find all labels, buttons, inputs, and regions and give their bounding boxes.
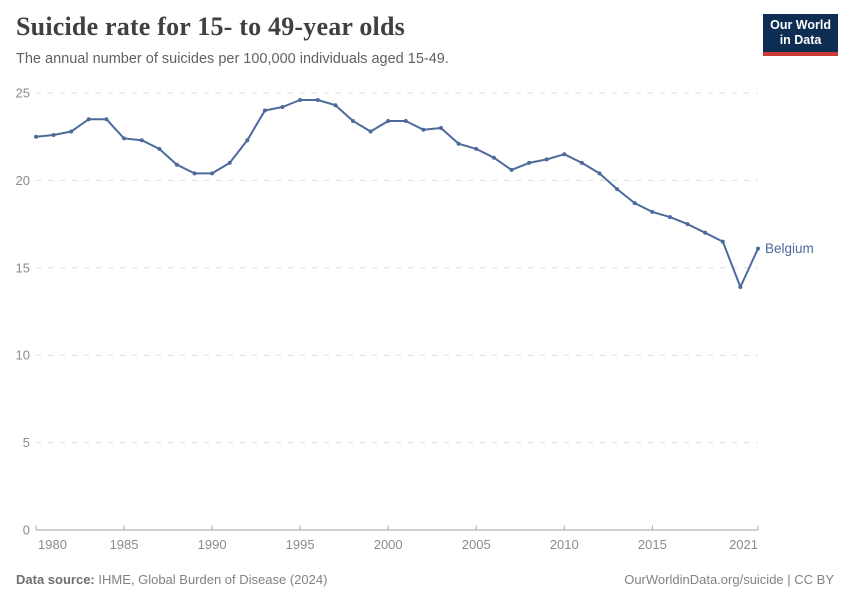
data-point-2018 (703, 230, 708, 235)
data-point-2003 (439, 126, 443, 130)
y-axis-label-0: 0 (23, 523, 30, 538)
y-axis-label-20: 20 (16, 173, 30, 188)
data-point-1992 (245, 138, 250, 143)
data-point-2015 (650, 209, 655, 214)
data-source: Data source: IHME, Global Burden of Dise… (16, 572, 327, 587)
data-point-2012 (597, 171, 602, 176)
y-axis-label-25: 25 (16, 86, 30, 101)
data-point-2016 (668, 215, 672, 220)
data-point-2020 (738, 285, 743, 289)
data-point-2019 (720, 239, 725, 244)
series-line-belgium[interactable] (35, 99, 759, 288)
data-point-1990 (210, 171, 215, 176)
x-axis-label-2010: 2010 (550, 537, 579, 552)
x-axis-label-2021: 2021 (729, 537, 758, 552)
y-axis-label-5: 5 (23, 435, 30, 450)
data-point-1995 (298, 98, 303, 102)
data-point-1988 (174, 162, 179, 167)
data-point-1982 (69, 129, 74, 134)
footer-link[interactable]: OurWorldinData.org/suicide | CC BY (624, 572, 834, 587)
series-label-belgium[interactable]: Belgium (765, 241, 814, 256)
data-point-1994 (280, 105, 285, 109)
x-axis-label-1995: 1995 (286, 537, 315, 552)
data-point-1980 (34, 134, 38, 139)
data-point-2013 (615, 187, 620, 192)
data-source-label: Data source: (16, 572, 95, 587)
data-point-1999 (368, 129, 373, 134)
data-point-1984 (104, 117, 109, 122)
data-point-1981 (51, 133, 56, 137)
owid-logo[interactable]: Our World in Data (763, 14, 838, 56)
x-axis-label-1990: 1990 (198, 537, 227, 552)
data-point-1985 (122, 136, 126, 141)
data-point-2014 (632, 201, 637, 206)
data-point-2005 (474, 146, 479, 151)
x-axis-label-2005: 2005 (462, 537, 491, 552)
chart-subtitle: The annual number of suicides per 100,00… (16, 51, 449, 67)
data-point-2007 (509, 167, 514, 172)
page-title: Suicide rate for 15- to 49-year olds (16, 12, 405, 41)
data-point-1986 (139, 138, 144, 143)
data-point-2011 (579, 160, 584, 165)
data-point-2001 (403, 119, 408, 123)
data-source-text: IHME, Global Burden of Disease (2024) (94, 572, 328, 587)
data-point-1989 (192, 171, 197, 176)
x-axis-label-2000: 2000 (374, 537, 403, 552)
data-point-2008 (527, 160, 532, 165)
data-point-1996 (315, 98, 320, 102)
y-axis-label-10: 10 (16, 348, 30, 363)
data-point-2010 (562, 152, 567, 157)
data-point-1991 (227, 160, 232, 165)
x-axis-label-1985: 1985 (110, 537, 139, 552)
data-point-2021 (756, 246, 760, 251)
data-point-2006 (491, 155, 496, 160)
data-point-1998 (351, 119, 355, 123)
x-axis-label-1980: 1980 (38, 537, 67, 552)
data-point-2000 (386, 119, 391, 123)
data-point-2002 (421, 127, 426, 132)
y-axis-label-15: 15 (16, 260, 30, 275)
data-point-2009 (544, 157, 549, 162)
owid-logo-line2: in Data (779, 33, 822, 48)
data-point-2017 (685, 222, 690, 227)
data-point-1987 (157, 146, 162, 151)
data-point-2004 (456, 141, 461, 146)
data-point-1993 (262, 108, 267, 113)
owid-logo-line1: Our World (770, 18, 831, 32)
data-point-1983 (86, 117, 91, 122)
data-point-1997 (333, 103, 338, 108)
x-axis-label-2015: 2015 (638, 537, 667, 552)
